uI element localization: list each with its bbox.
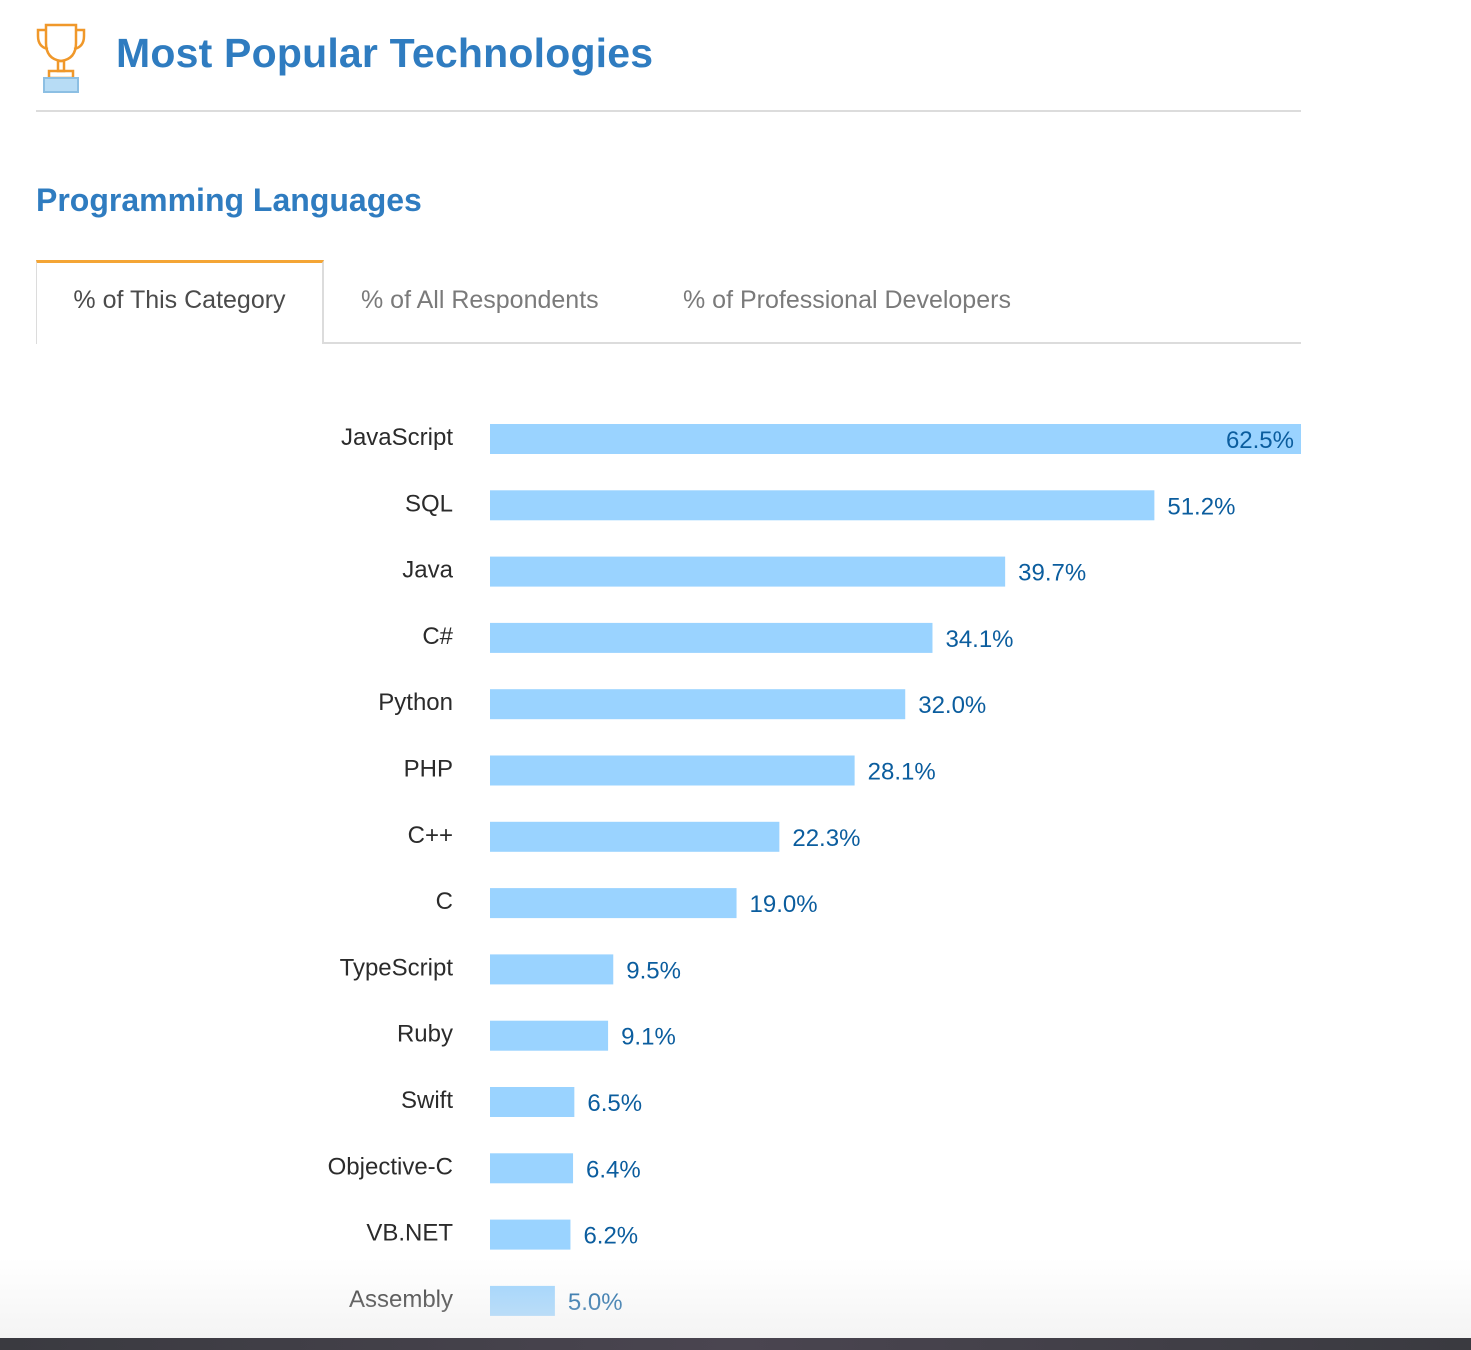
value-label: 6.5% — [587, 1090, 642, 1117]
value-label: 6.4% — [586, 1156, 641, 1183]
bar[interactable] — [490, 1286, 555, 1316]
value-label: 32.0% — [918, 692, 986, 719]
category-label: C# — [422, 623, 453, 650]
bar[interactable] — [490, 1153, 573, 1183]
tab-all-respondents[interactable]: % of All Respondents — [361, 260, 599, 342]
category-label: Ruby — [397, 1021, 453, 1048]
trophy-icon — [36, 21, 86, 93]
category-label: C — [436, 888, 453, 915]
tab-bar: % of This Category % of All Respondents … — [36, 260, 1301, 344]
bar[interactable] — [490, 623, 932, 653]
value-label: 39.7% — [1018, 560, 1086, 587]
bar[interactable] — [490, 490, 1154, 520]
bar[interactable] — [490, 1220, 570, 1250]
header: Most Popular Technologies — [36, 16, 1301, 112]
category-label: C++ — [408, 822, 453, 849]
bar[interactable] — [490, 954, 613, 984]
page-title: Most Popular Technologies — [116, 30, 653, 77]
category-label: PHP — [404, 756, 453, 783]
bottom-strip — [0, 1338, 1471, 1350]
value-label: 51.2% — [1167, 493, 1235, 520]
category-label: Assembly — [349, 1286, 453, 1313]
bar[interactable] — [490, 822, 779, 852]
bar[interactable] — [490, 1021, 608, 1051]
bar[interactable] — [490, 756, 855, 786]
category-label: Swift — [401, 1087, 453, 1114]
value-label: 6.2% — [583, 1223, 638, 1250]
category-label: SQL — [405, 490, 453, 517]
value-label: 28.1% — [868, 759, 936, 786]
bar-chart-svg: JavaScript 62.5% SQL 51.2% Java 39.7% C# 34.1% P… — [0, 400, 1471, 1340]
value-label: 34.1% — [945, 626, 1013, 653]
value-label: 9.5% — [626, 957, 681, 984]
value-label: 9.1% — [621, 1024, 676, 1051]
tab-this-category[interactable]: % of This Category — [36, 260, 324, 344]
bar[interactable] — [490, 1087, 574, 1117]
value-label: 5.0% — [568, 1289, 623, 1316]
bar[interactable] — [490, 689, 905, 719]
value-label: 22.3% — [792, 825, 860, 852]
tab-professional-developers[interactable]: % of Professional Developers — [683, 260, 1011, 342]
category-label: Java — [402, 557, 453, 584]
category-label: Python — [378, 689, 453, 716]
bar-chart: JavaScript 62.5% SQL 51.2% Java 39.7% C# 34.1% P… — [0, 400, 1471, 1340]
category-label: JavaScript — [341, 424, 453, 451]
category-label: VB.NET — [366, 1220, 453, 1247]
section-title: Programming Languages — [36, 182, 422, 219]
value-label: 62.5% — [1226, 427, 1294, 454]
category-label: Objective-C — [328, 1153, 453, 1180]
bar[interactable] — [490, 557, 1005, 587]
category-label: TypeScript — [340, 954, 454, 981]
bar[interactable] — [490, 888, 737, 918]
bar[interactable] — [490, 424, 1301, 454]
value-label: 19.0% — [750, 891, 818, 918]
